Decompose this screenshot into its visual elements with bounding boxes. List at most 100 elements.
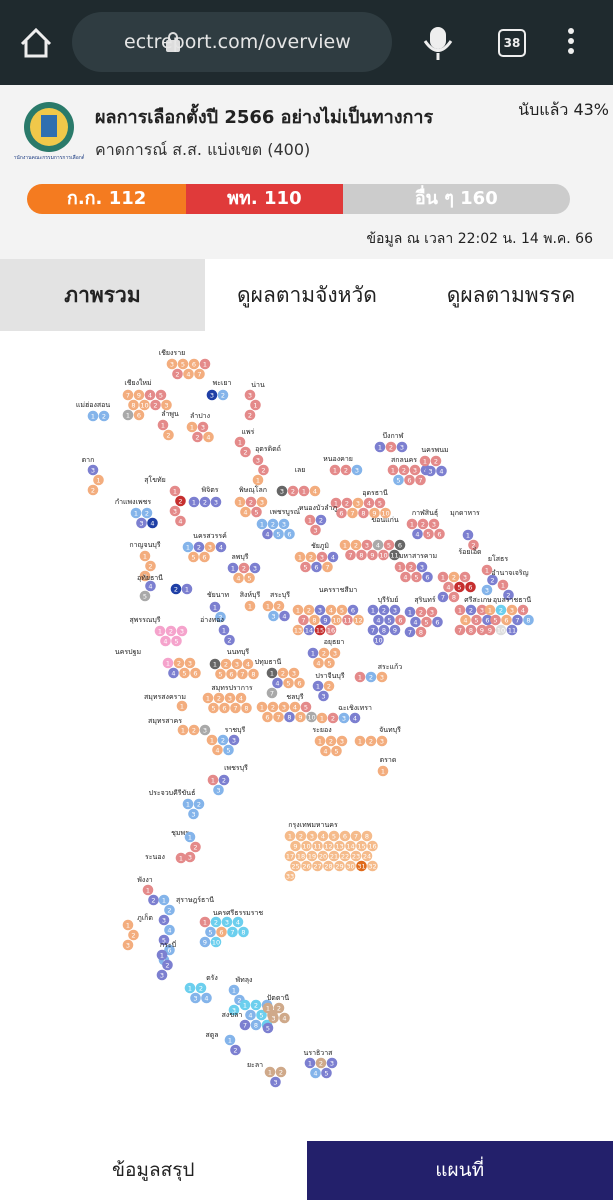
district-dot[interactable] bbox=[199, 724, 211, 736]
district-dot[interactable] bbox=[404, 606, 416, 618]
district-dot[interactable] bbox=[365, 671, 377, 683]
province-label[interactable]: อำนาจเจริญ bbox=[491, 569, 528, 577]
province-label[interactable]: อุดรธานี bbox=[362, 489, 388, 497]
district-dot[interactable] bbox=[336, 604, 348, 616]
district-dot[interactable] bbox=[166, 358, 178, 370]
district-dot[interactable] bbox=[394, 561, 406, 573]
province-label[interactable]: อ่างทอง bbox=[200, 616, 224, 624]
district-dot[interactable] bbox=[276, 485, 288, 497]
district-dot[interactable] bbox=[169, 505, 181, 517]
district-dot[interactable] bbox=[202, 692, 214, 704]
district-dot[interactable] bbox=[210, 936, 222, 948]
district-dot[interactable] bbox=[219, 702, 230, 714]
province-label[interactable]: อุทัยธานี bbox=[137, 574, 163, 582]
district-dot[interactable] bbox=[367, 624, 379, 636]
district-dot[interactable] bbox=[307, 647, 319, 659]
district-dot[interactable] bbox=[312, 680, 324, 692]
district-dot[interactable] bbox=[327, 712, 339, 724]
district-dot[interactable] bbox=[234, 436, 246, 448]
district-dot[interactable] bbox=[289, 701, 301, 713]
province-label[interactable]: อยุธยา bbox=[324, 638, 345, 646]
district-dot[interactable] bbox=[495, 624, 507, 636]
province-label[interactable]: ร้อยเอ็ด bbox=[458, 547, 481, 556]
district-dot[interactable] bbox=[363, 497, 375, 509]
district-dot[interactable] bbox=[318, 647, 330, 659]
district-dot[interactable] bbox=[406, 518, 418, 530]
province-label[interactable]: นครปฐม bbox=[115, 648, 141, 656]
province-label[interactable]: ขอนแก่น bbox=[371, 516, 399, 524]
district-dot[interactable] bbox=[256, 1009, 267, 1021]
district-dot[interactable] bbox=[238, 562, 250, 574]
district-dot[interactable] bbox=[142, 884, 154, 896]
district-dot[interactable] bbox=[300, 701, 312, 713]
district-dot[interactable] bbox=[266, 687, 278, 699]
district-dot[interactable] bbox=[190, 667, 201, 679]
province-label[interactable]: ลำพูน bbox=[161, 410, 179, 418]
district-dot[interactable] bbox=[523, 614, 534, 626]
district-dot[interactable] bbox=[294, 551, 306, 563]
district-dot[interactable] bbox=[199, 916, 211, 928]
province-label[interactable]: สกลนคร bbox=[391, 456, 417, 464]
district-dot[interactable] bbox=[358, 507, 369, 519]
district-dot[interactable] bbox=[218, 774, 230, 786]
district-dot[interactable] bbox=[177, 724, 189, 736]
district-dot[interactable] bbox=[373, 634, 384, 646]
district-dot[interactable] bbox=[356, 549, 367, 561]
province-label[interactable]: เชียงใหม่ bbox=[124, 378, 151, 387]
district-dot[interactable] bbox=[122, 409, 134, 421]
district-dot[interactable] bbox=[262, 711, 273, 723]
district-dot[interactable] bbox=[305, 551, 317, 563]
district-dot[interactable] bbox=[192, 431, 203, 443]
district-dot[interactable] bbox=[398, 464, 410, 476]
district-dot[interactable] bbox=[331, 745, 342, 757]
district-dot[interactable] bbox=[465, 624, 477, 636]
district-dot[interactable] bbox=[380, 507, 391, 519]
province-label[interactable]: ลพบุรี bbox=[231, 553, 248, 561]
district-dot[interactable] bbox=[181, 583, 193, 595]
district-dot[interactable] bbox=[341, 497, 353, 509]
district-dot[interactable] bbox=[306, 711, 317, 723]
district-dot[interactable] bbox=[217, 734, 229, 746]
province-label[interactable]: กำแพงเพชร bbox=[115, 498, 151, 506]
district-dot[interactable] bbox=[503, 589, 514, 601]
district-dot[interactable] bbox=[239, 1019, 251, 1031]
district-dot[interactable] bbox=[369, 507, 380, 519]
district-dot[interactable] bbox=[144, 389, 156, 401]
district-dot[interactable] bbox=[481, 584, 493, 596]
district-dot[interactable] bbox=[487, 574, 498, 586]
district-dot[interactable] bbox=[393, 474, 404, 486]
province-label[interactable]: แม่ฮ่องสอน bbox=[76, 401, 110, 409]
district-dot[interactable] bbox=[234, 496, 246, 508]
district-dot[interactable] bbox=[339, 830, 351, 842]
province-label[interactable]: ตราด bbox=[380, 756, 397, 764]
district-dot[interactable] bbox=[315, 1057, 327, 1069]
district-dot[interactable] bbox=[168, 667, 179, 679]
district-dot[interactable] bbox=[295, 711, 306, 723]
district-dot[interactable] bbox=[394, 539, 406, 551]
province-label[interactable]: สระบุรี bbox=[270, 591, 290, 599]
district-dot[interactable] bbox=[459, 571, 471, 583]
district-dot[interactable] bbox=[383, 539, 395, 551]
district-dot[interactable] bbox=[128, 399, 139, 411]
district-dot[interactable] bbox=[288, 667, 300, 679]
district-dot[interactable] bbox=[389, 604, 401, 616]
district-dot[interactable] bbox=[136, 517, 147, 529]
district-dot[interactable] bbox=[415, 606, 427, 618]
district-dot[interactable] bbox=[233, 572, 244, 584]
province-label[interactable]: เลย bbox=[295, 466, 306, 474]
district-dot[interactable] bbox=[306, 830, 318, 842]
district-dot[interactable] bbox=[139, 399, 150, 411]
district-dot[interactable] bbox=[400, 571, 411, 583]
district-dot[interactable] bbox=[454, 581, 465, 593]
district-dot[interactable] bbox=[329, 647, 341, 659]
province-label[interactable]: สงขลา bbox=[222, 1011, 243, 1019]
district-dot[interactable] bbox=[182, 541, 194, 553]
district-dot[interactable] bbox=[377, 765, 389, 777]
nav-button[interactable]: ข้อมูลสรุป bbox=[0, 1141, 307, 1200]
district-dot[interactable] bbox=[342, 614, 353, 626]
district-dot[interactable] bbox=[267, 701, 279, 713]
district-dot[interactable] bbox=[188, 724, 200, 736]
mic-icon[interactable] bbox=[430, 27, 446, 49]
district-dot[interactable] bbox=[210, 496, 222, 508]
district-dot[interactable] bbox=[416, 561, 428, 573]
